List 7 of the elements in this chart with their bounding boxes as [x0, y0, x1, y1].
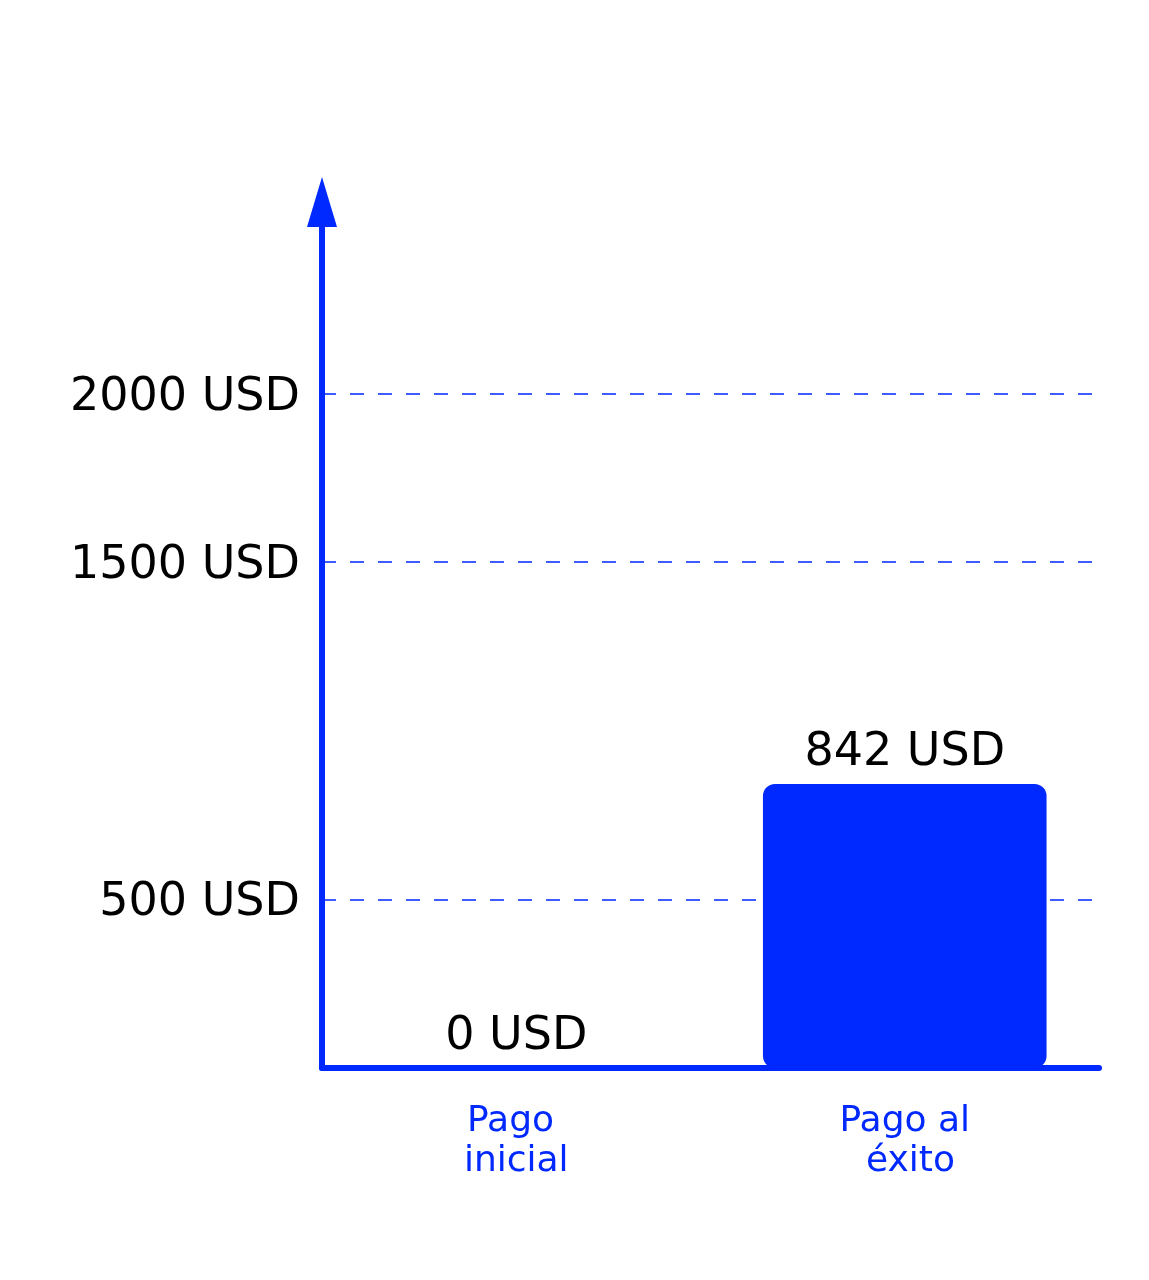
y-tick-label: 2000 USD [70, 366, 300, 421]
y-tick-label: 1500 USD [70, 535, 300, 590]
data-label: 0 USD [445, 1006, 588, 1060]
y-tick-label: 500 USD [99, 872, 300, 927]
x-tick-label: Pago inicial [463, 1097, 569, 1179]
data-label: 842 USD [804, 722, 1006, 777]
x-tick-label: Pago al éxito [839, 1097, 971, 1179]
